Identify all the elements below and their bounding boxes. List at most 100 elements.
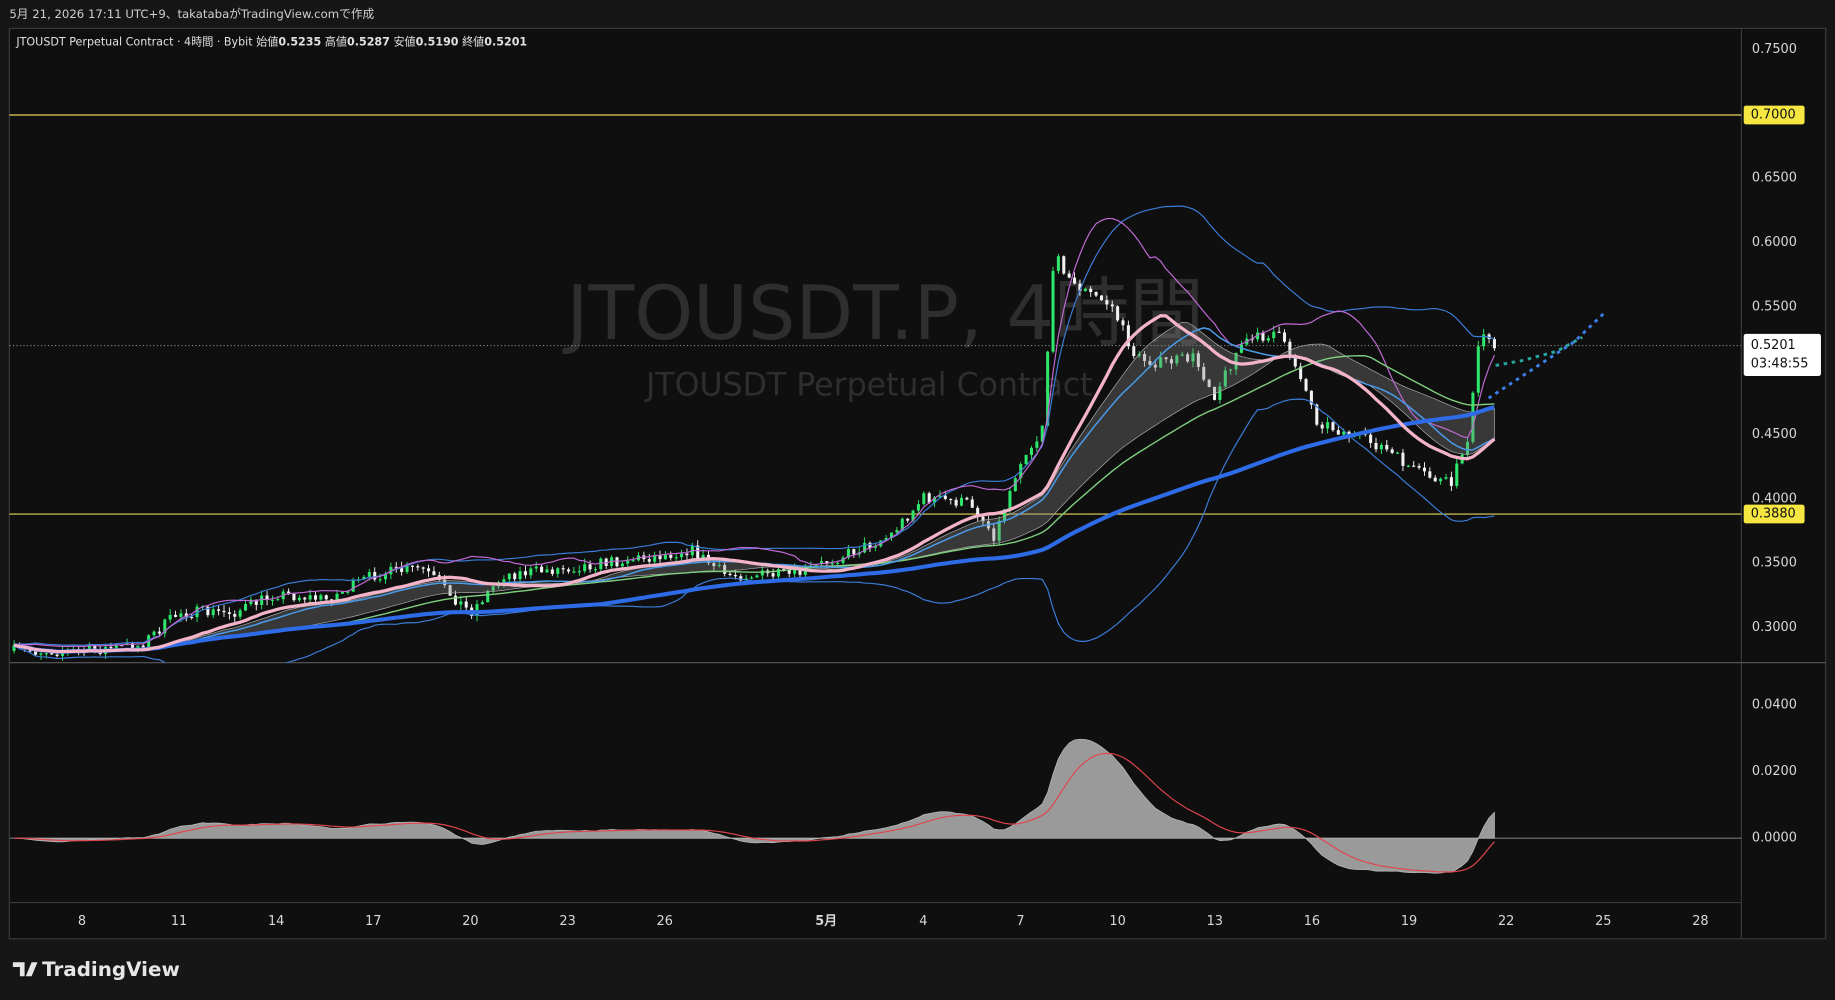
candle-body [163,619,167,634]
time-tick-label: 19 [1401,914,1417,929]
candle-body [1191,353,1195,362]
candle-body [685,553,689,556]
candle-body [959,497,964,506]
candle-body [249,599,253,605]
candle-body [567,569,571,572]
time-tick-label: 10 [1109,914,1125,929]
candle-body [394,566,398,569]
candle-body [464,601,468,608]
candle-body [34,651,38,655]
candle-body [486,590,490,603]
price-tick-label: 0.3500 [1752,556,1797,571]
candle-body [260,595,264,605]
candle-body [1369,434,1373,443]
candle-body [550,569,554,574]
header-text: 5月 21, 2026 17:11 UTC+9、takatabaがTrading… [9,7,374,21]
candle-body [383,574,388,580]
price-pane [9,114,1742,663]
candle-body [911,510,915,521]
candle-body [211,609,215,616]
candle-body [1471,392,1475,442]
candle-body [313,595,318,600]
candle-body [1417,465,1421,468]
candle-body [626,560,630,564]
candle-body [152,631,156,636]
candle-body [647,559,651,562]
candle-body [1379,444,1383,450]
candle-body [1336,430,1340,435]
candle-body [287,591,291,594]
legend-label: 高値 [325,34,347,48]
candle-body [981,516,985,522]
candle-body [1218,386,1222,400]
candle-body [733,575,737,577]
oscillator-tick-label: 0.0000 [1752,831,1797,846]
candle-body [620,563,624,567]
candle-body [1256,332,1260,340]
chart-panel [8,27,1827,940]
last-price-label: 0.5201 [1751,338,1796,353]
candle-body [453,595,457,605]
candle-body [217,609,221,611]
candle-body [109,646,113,649]
watermark-title: JTOUSDT.P, 4時間 [562,269,1204,357]
candle-body [1029,447,1034,455]
candle-body [776,569,780,577]
time-tick-label: 7 [1016,914,1024,929]
candle-body [1207,379,1211,387]
legend-label: 始値 [256,34,278,48]
logo-icon [12,962,38,977]
candle-body [1288,341,1292,357]
candle-body [1422,467,1426,472]
candle-body [1342,431,1346,435]
candle-body [244,604,248,611]
candle-body [1202,366,1206,380]
candle-body [518,571,522,580]
candle-body [270,599,274,601]
candle-body [1482,334,1486,347]
candle-body [771,573,775,577]
ma-blue [13,405,1496,654]
candle-body [130,643,134,651]
legend: JTOUSDT Perpetual Contract · 4時間 · Bybit… [15,34,527,48]
candle-body [1094,292,1098,296]
candle-body [1272,331,1276,339]
candle-body [1143,354,1147,362]
candle-body [572,571,576,573]
footer-logo: TradingView [12,958,180,981]
candle-body [1396,452,1400,454]
candle-body [491,586,495,591]
candle-body [663,554,667,560]
candle-body [900,518,904,531]
time-tick-label: 4 [919,914,927,929]
candle-body [954,499,958,506]
candle-body [976,507,980,517]
candle-body [1282,332,1287,342]
candle-body [895,530,899,533]
candle-body [1013,478,1017,492]
legend-value: 0.5235 [278,35,321,48]
candle-body [1455,463,1459,486]
candle-body [459,601,463,605]
projection [1487,312,1605,400]
candle-body [1024,454,1028,465]
candle-body [1056,256,1060,271]
candle-body [1159,357,1163,368]
price-tick-label: 0.6000 [1752,235,1797,250]
candle-body [1374,442,1378,450]
candle-body [254,599,258,605]
candle-body [410,565,414,567]
candle-body [227,612,231,614]
candle-body [1299,366,1303,380]
time-tick-label: 22 [1498,914,1514,929]
time-tick-label: 11 [171,914,187,929]
candle-body [760,570,764,576]
candle-body [674,557,678,559]
legend-label: 終値 [462,34,484,48]
price-marker-label: 0.7000 [1751,107,1796,122]
candle-body [373,572,377,580]
candle-body [1169,359,1173,364]
logo-text[interactable]: TradingView [42,958,180,981]
legend-value: 0.5201 [484,35,527,48]
candle-body [669,554,673,558]
